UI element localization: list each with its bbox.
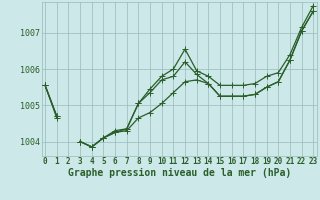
X-axis label: Graphe pression niveau de la mer (hPa): Graphe pression niveau de la mer (hPa) bbox=[68, 168, 291, 178]
